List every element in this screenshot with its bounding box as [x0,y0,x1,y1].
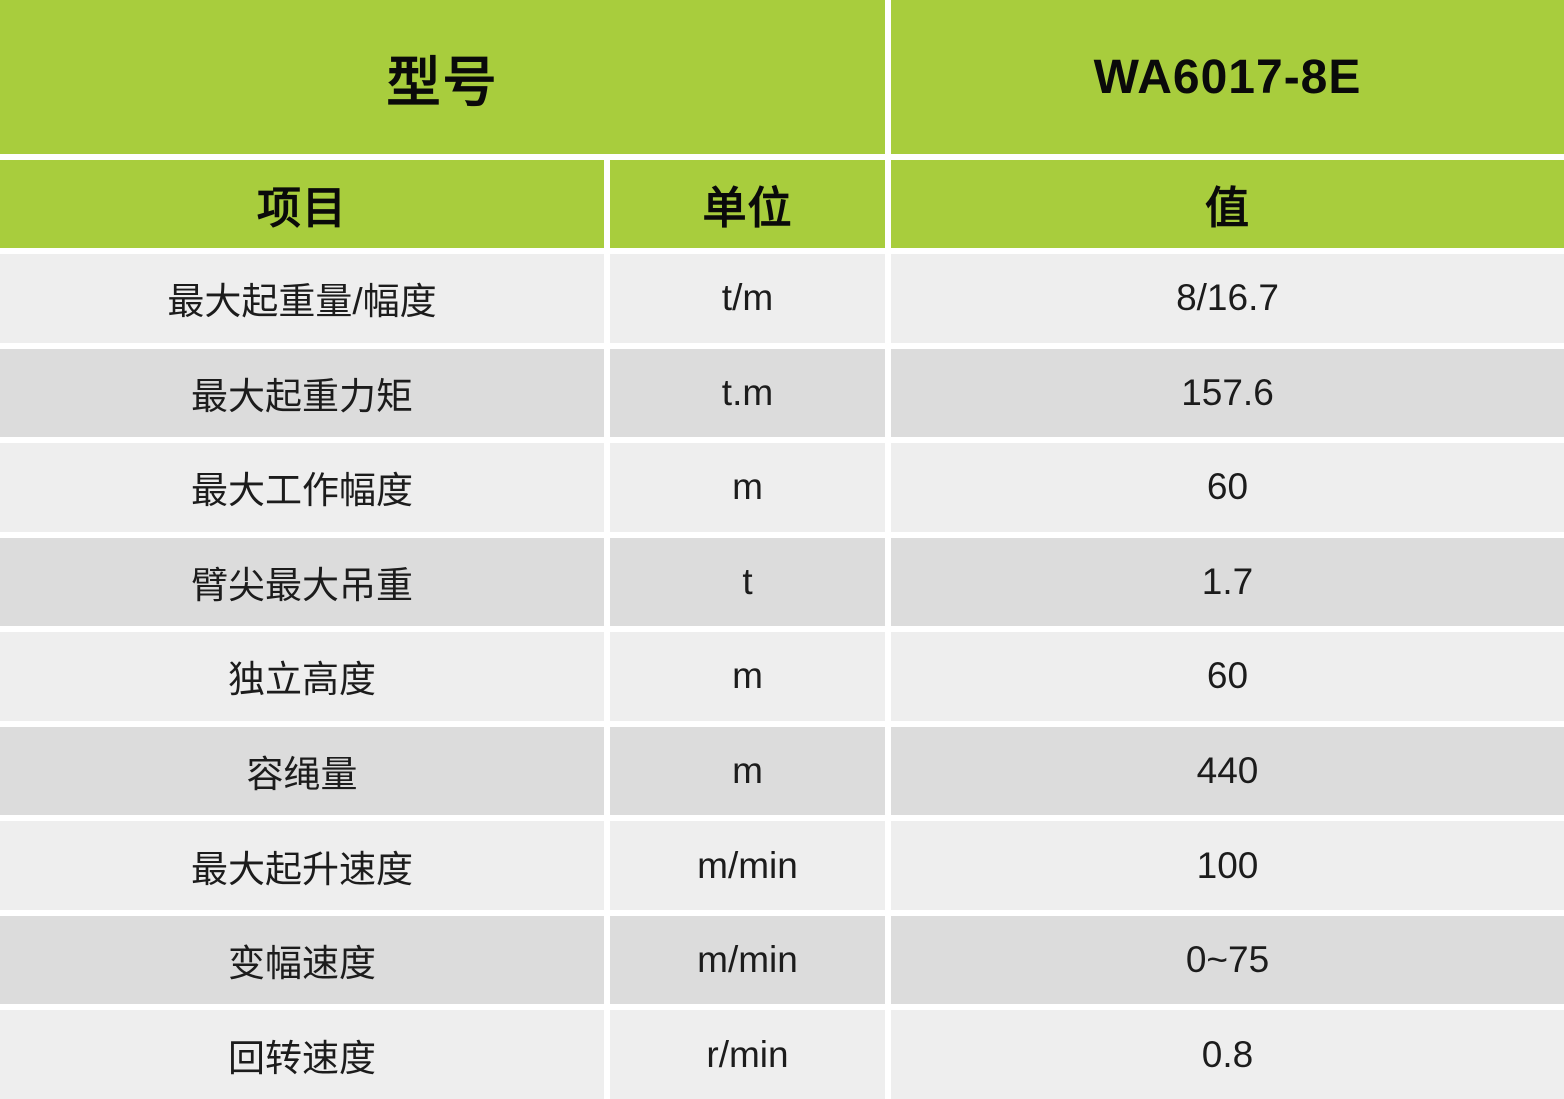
unit-cell: m/min [610,915,885,1005]
unit-cell: t.m [610,348,885,438]
item-cell: 最大起升速度 [0,821,604,910]
unit-cell: m [610,632,885,721]
model-header-label: 型号 [0,0,885,154]
item-cell: 变幅速度 [0,915,604,1005]
item-cell: 回转速度 [0,1010,604,1099]
value-cell: 0.8 [891,1010,1564,1099]
unit-cell: t [610,537,885,627]
value-cell: 157.6 [891,348,1564,438]
unit-cell: m/min [610,821,885,910]
unit-cell: m [610,443,885,532]
value-cell: 0~75 [891,915,1564,1005]
unit-cell: r/min [610,1010,885,1099]
item-cell: 最大起重量/幅度 [0,254,604,343]
unit-cell: m [610,726,885,816]
model-number: WA6017-8E [891,0,1564,154]
value-cell: 60 [891,443,1564,532]
value-cell: 440 [891,726,1564,816]
value-cell: 1.7 [891,537,1564,627]
item-cell: 独立高度 [0,632,604,721]
item-cell: 臂尖最大吊重 [0,537,604,627]
value-cell: 8/16.7 [891,254,1564,343]
item-cell: 最大起重力矩 [0,348,604,438]
column-header-value: 值 [891,160,1564,248]
column-header-item: 项目 [0,160,604,248]
item-cell: 容绳量 [0,726,604,816]
column-header-unit: 单位 [610,160,885,248]
item-cell: 最大工作幅度 [0,443,604,532]
unit-cell: t/m [610,254,885,343]
value-cell: 100 [891,821,1564,910]
value-cell: 60 [891,632,1564,721]
